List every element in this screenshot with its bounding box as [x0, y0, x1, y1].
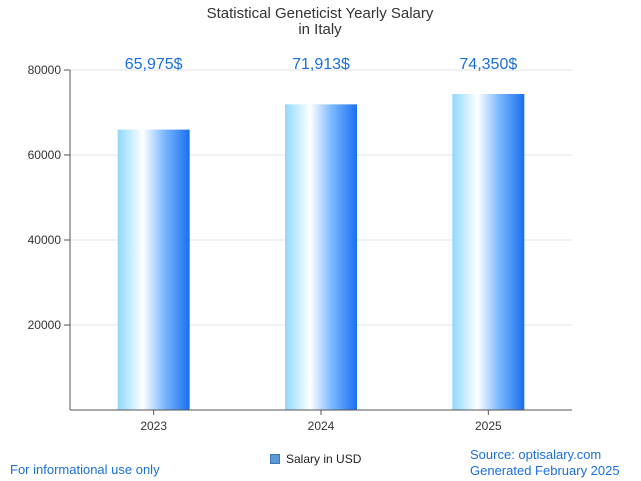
y-axis-ticks: 20000 40000 60000 80000 — [28, 63, 70, 332]
y-tick-label: 40000 — [28, 233, 62, 247]
bar-2023 — [117, 129, 190, 410]
x-axis-ticks: 2023 2024 2025 — [140, 410, 502, 433]
data-label-2024: 71,913$ — [292, 56, 350, 73]
y-tick-label: 20000 — [28, 318, 62, 332]
bars — [117, 94, 525, 410]
legend-swatch — [270, 454, 280, 464]
legend-label: Salary in USD — [286, 452, 362, 466]
y-tick-label: 80000 — [28, 63, 62, 77]
chart-title-line-1: Statistical Geneticist Yearly Salary — [207, 5, 434, 22]
generated-text: Generated February 2025 — [470, 463, 620, 478]
source-text: Source: optisalary.com — [470, 447, 602, 462]
bar-2024 — [285, 104, 357, 410]
bar-2025 — [452, 94, 525, 410]
data-labels: 65,975$ 71,913$ 74,350$ — [125, 56, 518, 73]
disclaimer-text: For informational use only — [10, 462, 160, 477]
data-label-2025: 74,350$ — [459, 56, 517, 73]
x-tick-label: 2024 — [308, 419, 335, 433]
x-tick-label: 2023 — [140, 419, 167, 433]
legend: Salary in USD — [270, 452, 361, 466]
footer-source: Source: optisalary.com Generated Februar… — [470, 447, 620, 479]
x-tick-label: 2025 — [475, 419, 502, 433]
data-label-2023: 65,975$ — [125, 56, 183, 73]
y-tick-label: 60000 — [28, 148, 62, 162]
chart-title-line-2: in Italy — [298, 21, 342, 38]
